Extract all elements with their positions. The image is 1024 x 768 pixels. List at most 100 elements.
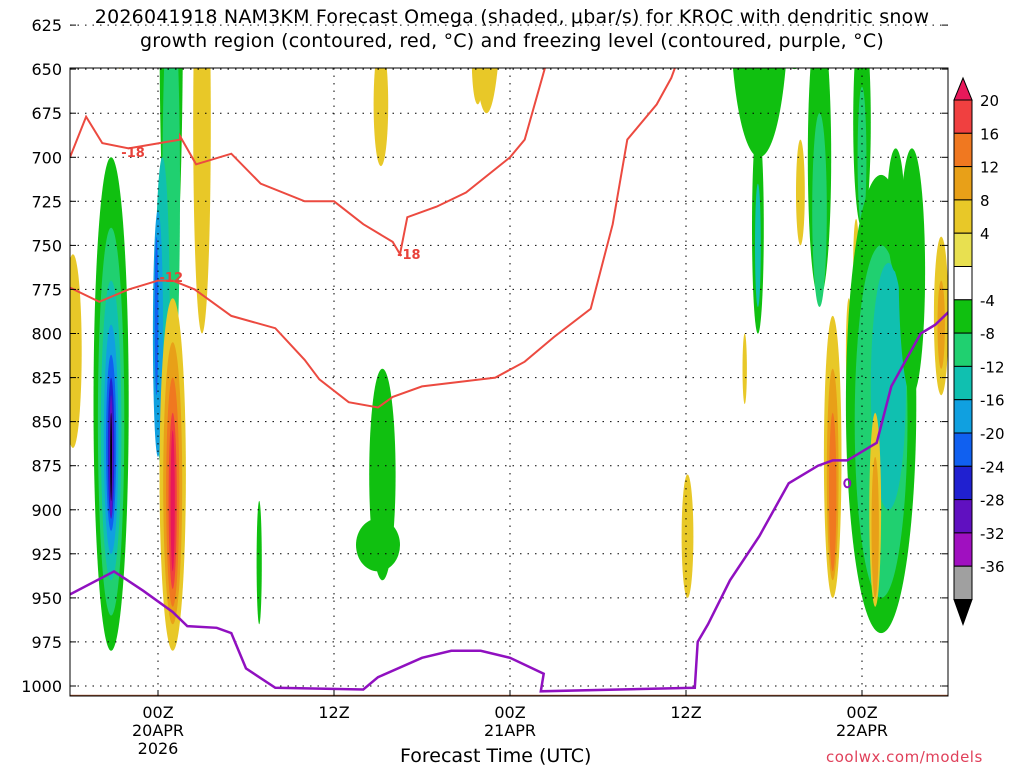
y-tick-label: 675 — [31, 104, 62, 123]
colorbar-tick-label: -16 — [980, 392, 1005, 410]
y-tick-label: 850 — [31, 413, 62, 432]
y-tick-label: 975 — [31, 633, 62, 652]
y-tick-label: 875 — [31, 457, 62, 476]
x-tick-label: 00Z — [494, 703, 525, 722]
colorbar-band — [953, 332, 973, 367]
omega-cell — [170, 430, 175, 572]
chart-title-line-2: growth region (contoured, red, °C) and f… — [140, 30, 884, 52]
site-credit[interactable]: coolwx.com/models — [826, 748, 983, 766]
y-tick-label: 800 — [31, 325, 62, 344]
x-tick-label: 20APR — [132, 721, 184, 740]
colorbar-tick-label: -28 — [980, 492, 1005, 510]
y-tick-label: 925 — [31, 545, 62, 564]
colorbar-tick-label: 4 — [980, 225, 990, 243]
chart-title-line-1: 2026041918 NAM3KM Forecast Omega (shaded… — [94, 6, 930, 28]
colorbar-band — [953, 166, 973, 201]
y-tick-label: 1000 — [21, 677, 62, 696]
y-tick-label: 650 — [31, 60, 62, 79]
ground-strip — [70, 694, 948, 696]
x-tick-label: 00Z — [846, 703, 877, 722]
y-tick-label: 950 — [31, 589, 62, 608]
colorbar-band — [953, 365, 973, 401]
x-tick-label: 21APR — [484, 721, 536, 740]
y-axis: 5255505756006256506757007257507758008258… — [21, 16, 948, 696]
colorbar-tick-label: -32 — [980, 525, 1005, 543]
omega-cell — [871, 456, 879, 598]
omega-cell — [70, 254, 82, 448]
contour-label: -18 — [397, 248, 421, 263]
omega-cell — [742, 333, 747, 405]
omega-cell — [476, 0, 494, 16]
colorbar-cap-bottom — [953, 599, 973, 626]
colorbar-band — [953, 565, 973, 601]
colorbar-tick-label: -24 — [980, 458, 1005, 476]
omega-cell — [110, 412, 112, 501]
plot-frame — [69, 67, 949, 697]
omega-cell — [356, 518, 400, 572]
colorbar-band — [953, 432, 973, 467]
omega-cell — [796, 139, 805, 246]
colorbar-cap-top — [953, 76, 973, 101]
colorbar-band — [953, 232, 973, 267]
freezing-level-contour — [70, 310, 948, 693]
contour-minus12 — [70, 68, 676, 409]
y-tick-label: 775 — [31, 280, 62, 299]
colorbar-band — [953, 266, 973, 301]
y-tick-label: 825 — [31, 369, 62, 388]
x-tick-label: 12Z — [318, 703, 349, 722]
x-tick-label: 12Z — [670, 703, 701, 722]
omega-cell — [193, 68, 211, 334]
omega-cell — [791, 68, 798, 70]
omega-cell — [471, 68, 484, 105]
omega-cell — [732, 68, 786, 158]
colorbar-band — [953, 499, 973, 534]
omega-cell — [64, 0, 82, 16]
omega-cell — [755, 183, 761, 308]
y-tick-label: 750 — [31, 236, 62, 255]
colorbar-band — [953, 299, 973, 334]
x-tick-label: 22APR — [836, 721, 888, 740]
omega-cell — [256, 500, 262, 625]
colorbar-band — [953, 532, 973, 567]
colorbar-tick-label: -8 — [980, 325, 995, 343]
colorbar-tick-label: 12 — [980, 159, 999, 177]
colorbar-band — [953, 399, 973, 434]
omega-cell — [829, 412, 837, 572]
colorbar-tick-label: 16 — [980, 125, 999, 143]
omega-cell — [736, 0, 742, 43]
x-tick-label: 2026 — [138, 739, 179, 758]
omega-cell — [681, 474, 694, 598]
omega-cell — [886, 148, 905, 272]
colorbar-tick-label: -4 — [980, 292, 995, 310]
omega-cell — [937, 280, 945, 369]
colorbar-band — [953, 465, 973, 501]
contour-label: -12 — [160, 271, 184, 286]
freezing-level-loop — [843, 478, 852, 489]
y-tick-label: 625 — [31, 16, 62, 35]
omega-cell — [373, 68, 389, 167]
contours: -18-18-18-12 — [70, 68, 948, 693]
omega-cell — [722, 0, 726, 16]
omega-cell — [119, 68, 121, 70]
omega-cell — [154, 236, 159, 396]
omega-cell — [857, 86, 867, 228]
y-tick-label: 700 — [31, 148, 62, 167]
omega-cell — [812, 113, 827, 307]
x-tick-label: 00Z — [142, 703, 173, 722]
colorbar-band — [953, 132, 973, 168]
y-tick-label: 900 — [31, 501, 62, 520]
colorbar-tick-label: -20 — [980, 425, 1005, 443]
colorbar-band — [953, 99, 973, 134]
colorbar: 20 16 12 8 4 -4 -8 -12 -16 -20 -24 -28 -32 -36 — [953, 76, 1005, 626]
colorbar-tick-label: -36 — [980, 558, 1005, 576]
colorbar-tick-label: 20 — [980, 92, 999, 110]
colorbar-band — [953, 199, 973, 234]
colorbar-tick-label: -12 — [980, 358, 1005, 376]
colorbar-tick-label: 8 — [980, 192, 990, 210]
omega-shading — [64, 0, 948, 696]
y-tick-label: 725 — [31, 192, 62, 211]
contour-label: -18 — [121, 146, 145, 161]
x-axis-label: Forecast Time (UTC) — [400, 745, 592, 767]
